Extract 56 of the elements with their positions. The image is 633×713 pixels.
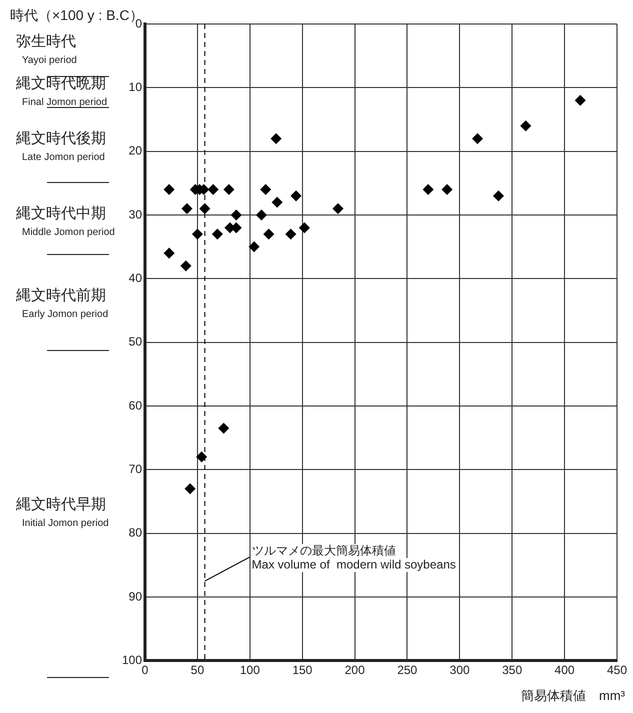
y-tick-label: 30 (128, 207, 142, 222)
point (184, 483, 196, 494)
y-tick-label: 40 (128, 270, 142, 285)
point (180, 260, 192, 272)
x-tick-label: 200 (344, 663, 366, 678)
y-tick-label: 100 (122, 652, 142, 667)
text: 縄文時代中期 Middle Jomon period (15, 205, 115, 238)
point (260, 184, 272, 196)
text: 縄文時代晩期 Final Jomon period (15, 75, 108, 108)
x-tick-label: 250 (397, 663, 418, 678)
point (472, 133, 483, 144)
point (212, 228, 223, 240)
point (492, 190, 504, 202)
point (199, 203, 210, 214)
y-tick-label: 10 (128, 80, 142, 94)
text: 弥生時代 Yayoi period (16, 33, 77, 66)
text: 縄文時代早期 Initial Jomon period (15, 496, 109, 529)
point (208, 184, 219, 196)
point (218, 422, 230, 434)
point (520, 120, 532, 132)
y-tick-label: 70 (128, 462, 142, 476)
point (181, 203, 192, 214)
point (422, 184, 434, 196)
x-tick-label: 50 (190, 663, 204, 678)
y-tick-label: 20 (128, 144, 142, 158)
x-tick-label: 300 (450, 663, 470, 678)
y-tick-label: 60 (128, 398, 142, 412)
y-tick-label: 50 (128, 334, 142, 349)
point (285, 228, 296, 240)
point (298, 222, 310, 234)
point (270, 133, 282, 144)
y-tick-label: 80 (128, 526, 142, 540)
x-tick-label: 450 (606, 663, 628, 678)
point (248, 241, 260, 252)
point (272, 196, 283, 208)
x-tick-label: 150 (292, 663, 313, 678)
point (223, 184, 234, 196)
ref-line-label: ツルマメの最大簡易体積値 Max volume of modern wild soybeans (252, 543, 456, 572)
x-tick-label: 400 (554, 663, 575, 678)
x-tick-label: 350 (502, 663, 522, 678)
point (574, 94, 586, 106)
point (442, 184, 453, 196)
point (230, 209, 242, 220)
text: 縄文時代後期 Late Jomon period (15, 130, 106, 163)
point (332, 203, 344, 214)
x-tick-label: 100 (240, 663, 260, 678)
point (196, 451, 208, 462)
x-axis-title: 簡易体積値 mm³ (521, 688, 626, 704)
point (290, 190, 302, 202)
y-tick-label: 90 (128, 589, 142, 604)
point (164, 184, 175, 196)
point (164, 248, 175, 259)
point (256, 209, 267, 220)
point (192, 228, 203, 240)
text: 縄文時代前期 Early Jomon period (15, 287, 108, 320)
point (263, 228, 274, 240)
